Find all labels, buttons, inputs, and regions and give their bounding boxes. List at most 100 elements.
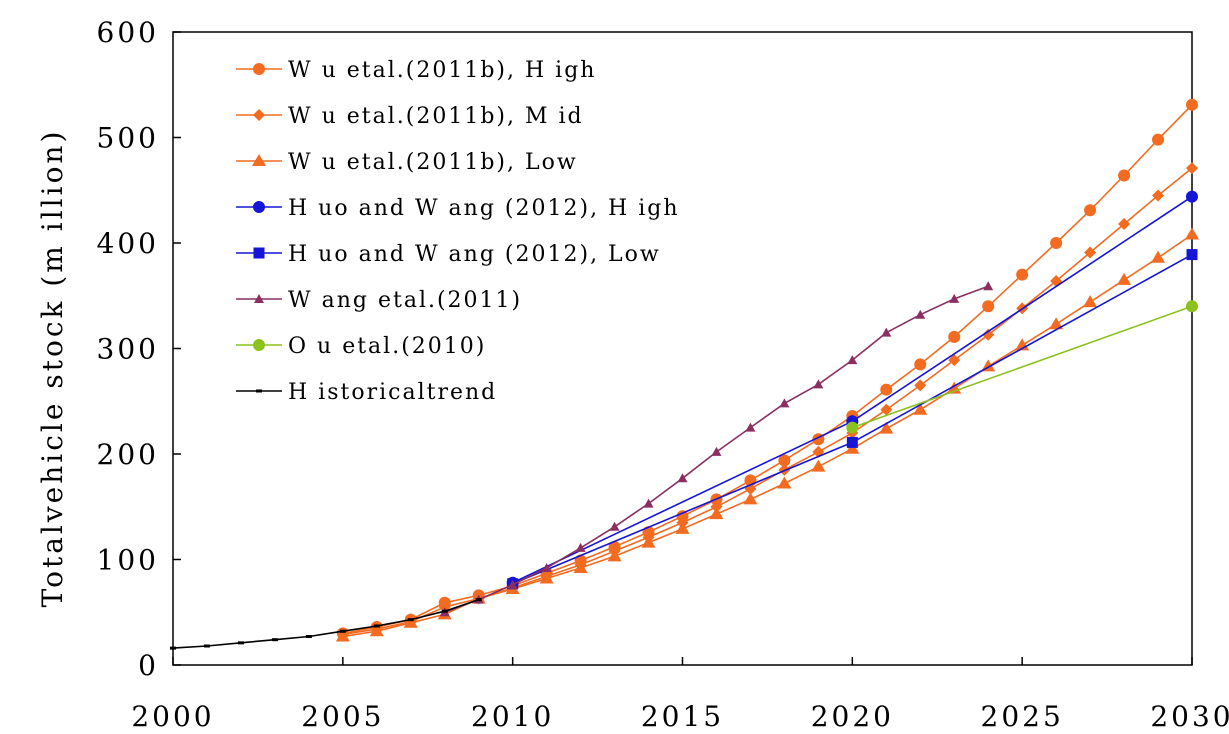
data-point xyxy=(403,615,418,628)
data-point xyxy=(643,498,654,508)
y-tick-label: 200 xyxy=(97,438,159,471)
legend-item: W ang etal.(2011) xyxy=(236,288,522,313)
legend-label: H uo and W ang (2012), H igh xyxy=(288,196,680,221)
y-tick-label: 0 xyxy=(138,649,159,682)
data-point xyxy=(913,402,928,415)
legend-marker xyxy=(253,339,265,351)
legend-label: W u etal.(2011b), M id xyxy=(288,104,584,129)
data-point xyxy=(1118,218,1131,231)
data-point xyxy=(982,328,995,341)
legend-item: W u etal.(2011b), H igh xyxy=(236,58,594,83)
data-point xyxy=(677,473,688,483)
data-point xyxy=(339,629,346,633)
data-point xyxy=(573,560,588,573)
data-point xyxy=(745,422,756,432)
data-point xyxy=(475,598,482,602)
data-point xyxy=(881,327,892,337)
data-point xyxy=(641,535,656,548)
data-point xyxy=(441,609,448,613)
legend-item: O u etal.(2010) xyxy=(236,334,484,359)
data-point xyxy=(609,521,620,531)
data-point xyxy=(949,293,960,303)
data-point xyxy=(1016,268,1029,281)
data-point xyxy=(541,562,552,572)
data-point xyxy=(778,454,791,467)
data-point xyxy=(369,624,384,637)
data-point xyxy=(271,638,278,642)
legend-marker xyxy=(253,63,265,75)
data-point xyxy=(880,403,893,416)
series-7 xyxy=(170,598,482,650)
x-tick-label: 2030 xyxy=(1150,700,1229,729)
data-point xyxy=(879,421,894,434)
data-point xyxy=(847,355,858,365)
data-point xyxy=(982,300,995,313)
data-point xyxy=(880,383,893,396)
data-point xyxy=(675,521,690,534)
data-point xyxy=(777,476,792,489)
y-tick-label: 100 xyxy=(97,544,159,577)
data-point xyxy=(676,510,689,523)
data-point xyxy=(1186,249,1198,261)
data-point xyxy=(373,624,380,628)
data-point xyxy=(1185,227,1199,240)
data-point xyxy=(335,629,350,642)
legend-label: H uo and W ang (2012), Low xyxy=(288,242,661,267)
y-axis-title: Totalvehicle stock (m illion) xyxy=(36,129,69,608)
axes: 0 100 200 300 400 500 600 2000 2005 2010 2015 2020 2… xyxy=(97,16,1229,733)
data-point xyxy=(710,500,723,513)
y-tick-label: 500 xyxy=(97,122,159,155)
data-point xyxy=(811,459,826,472)
data-point xyxy=(948,354,961,367)
data-point xyxy=(813,379,824,389)
data-point xyxy=(170,646,176,650)
data-point xyxy=(1083,295,1098,308)
data-point xyxy=(1084,246,1097,259)
data-point xyxy=(1186,98,1198,111)
data-point xyxy=(948,330,961,343)
legend-label: H istoricaltrend xyxy=(288,380,497,405)
data-point xyxy=(1151,250,1166,263)
legend-item: H istoricaltrend xyxy=(236,380,497,405)
data-point xyxy=(1050,237,1063,249)
legend-marker xyxy=(253,201,265,213)
data-point xyxy=(1186,162,1198,175)
data-point xyxy=(575,542,586,552)
data-point xyxy=(539,571,554,584)
y-tick-label: 300 xyxy=(97,333,159,366)
y-tick-label: 400 xyxy=(97,227,159,260)
x-tick-label: 2010 xyxy=(471,700,554,729)
data-point xyxy=(709,507,724,520)
data-point xyxy=(914,358,927,371)
x-tick-label: 2015 xyxy=(641,700,724,729)
legend-marker xyxy=(252,154,266,166)
data-point xyxy=(305,635,312,639)
data-point xyxy=(914,379,927,392)
data-point xyxy=(743,492,758,505)
data-point xyxy=(711,446,722,456)
data-point xyxy=(846,421,859,434)
data-point xyxy=(1117,272,1132,285)
legend-item: H uo and W ang (2012), H igh xyxy=(236,196,680,221)
data-point xyxy=(507,579,518,589)
legend-item: H uo and W ang (2012), Low xyxy=(236,242,661,267)
series-line xyxy=(342,104,1193,635)
series-0 xyxy=(336,98,1198,640)
data-point xyxy=(407,618,414,622)
legend-item: W u etal.(2011b), M id xyxy=(236,104,584,129)
data-point xyxy=(237,641,244,645)
series-6 xyxy=(846,300,1198,434)
legend-marker xyxy=(253,109,265,121)
data-point xyxy=(1186,300,1198,313)
data-point xyxy=(1118,169,1131,182)
x-tick-label: 2025 xyxy=(981,700,1064,729)
legend-label: W ang etal.(2011) xyxy=(288,288,522,313)
x-tick-label: 2020 xyxy=(811,700,894,729)
data-point xyxy=(915,309,926,319)
data-point xyxy=(1084,204,1097,217)
x-tick-label: 2005 xyxy=(301,700,384,729)
legend-marker xyxy=(253,247,265,259)
legend-marker xyxy=(256,389,262,393)
